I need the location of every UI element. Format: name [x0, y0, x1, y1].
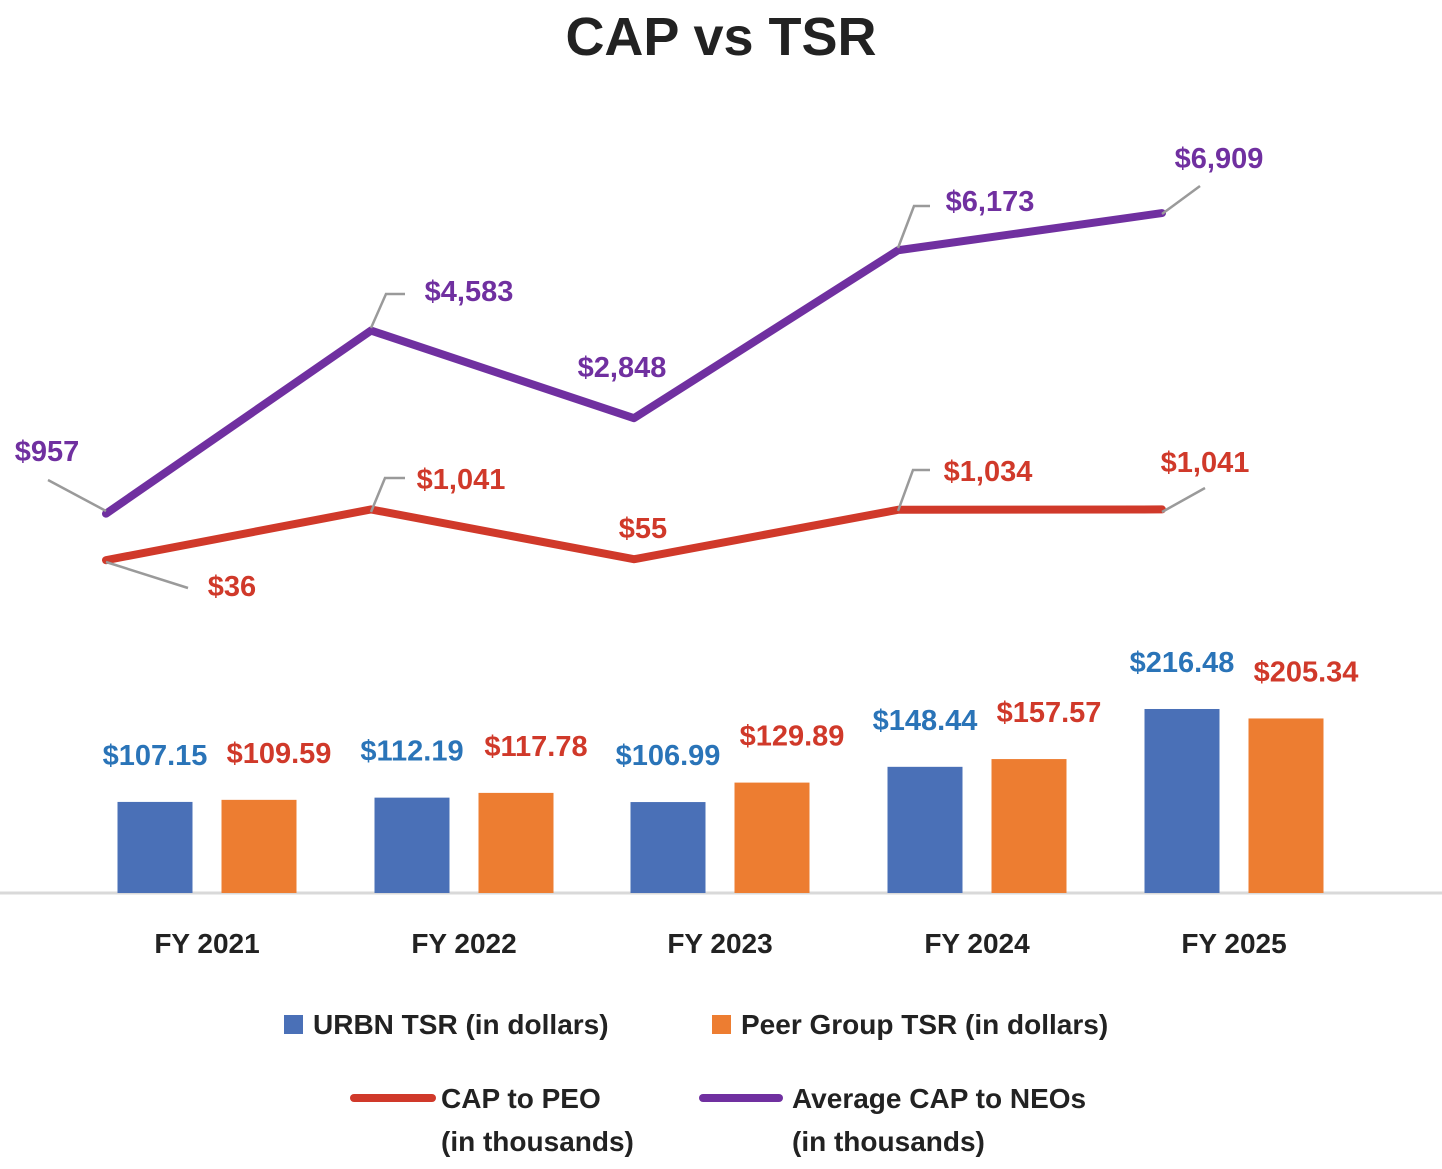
line-data-label: $1,034: [944, 456, 1033, 488]
legend-label-cap-peo: CAP to PEO: [441, 1083, 601, 1114]
bar-urbn-tsr: [118, 802, 193, 893]
bar-peer-tsr: [479, 793, 554, 893]
line-data-label: $4,583: [425, 276, 514, 308]
x-tick-label: FY 2022: [411, 928, 516, 959]
legend-swatch-urbn-tsr: [284, 1015, 303, 1034]
bar-data-label: $112.19: [360, 736, 463, 768]
legend-label-cap-neo-unit: (in thousands): [792, 1126, 985, 1157]
bar-data-label: $129.89: [740, 721, 845, 753]
legend-label-cap-neo: Average CAP to NEOs: [792, 1083, 1086, 1114]
bar-data-label: $157.57: [997, 697, 1102, 729]
bar-urbn-tsr: [375, 798, 450, 893]
legend-label-cap-peo-unit: (in thousands): [441, 1126, 634, 1157]
line-data-label: $6,173: [946, 186, 1035, 218]
line-data-label: $36: [208, 571, 256, 603]
bar-data-label: $205.34: [1254, 656, 1359, 688]
bar-peer-tsr: [222, 800, 297, 893]
leader-line: [898, 470, 930, 511]
bar-urbn-tsr: [631, 802, 706, 893]
bar-data-label: $148.44: [873, 705, 978, 737]
line-data-label: $1,041: [1161, 447, 1250, 479]
bar-peer-tsr: [1249, 718, 1324, 893]
line-data-label: $957: [15, 436, 80, 468]
leader-line: [1162, 488, 1205, 512]
leader-line: [898, 206, 930, 248]
legend-label-peer-tsr: Peer Group TSR (in dollars): [741, 1009, 1108, 1040]
line-data-label: $1,041: [417, 464, 506, 496]
line-data-label: $6,909: [1175, 143, 1264, 175]
legend-label-urbn-tsr: URBN TSR (in dollars): [313, 1009, 609, 1040]
bar-urbn-tsr: [1145, 709, 1220, 893]
chart-title: CAP vs TSR: [565, 7, 876, 67]
bar-data-label: $216.48: [1130, 647, 1235, 679]
bar-data-label: $106.99: [616, 740, 721, 772]
line-data-label: $55: [619, 513, 667, 545]
bar-peer-tsr: [992, 759, 1067, 893]
x-tick-label: FY 2024: [924, 928, 1030, 959]
leader-line: [371, 294, 405, 328]
line-data-label: $2,848: [578, 352, 667, 384]
bar-peer-tsr: [735, 783, 810, 893]
bar-data-label: $109.59: [227, 738, 332, 770]
legend-swatch-peer-tsr: [712, 1015, 731, 1034]
leader-line: [1162, 186, 1200, 214]
x-tick-label: FY 2025: [1181, 928, 1286, 959]
bar-urbn-tsr: [888, 767, 963, 893]
x-tick-label: FY 2021: [154, 928, 259, 959]
leader-line: [48, 480, 106, 511]
x-tick-label: FY 2023: [667, 928, 772, 959]
bar-data-label: $107.15: [103, 740, 208, 772]
leader-line: [106, 562, 188, 588]
bar-data-label: $117.78: [484, 731, 587, 763]
